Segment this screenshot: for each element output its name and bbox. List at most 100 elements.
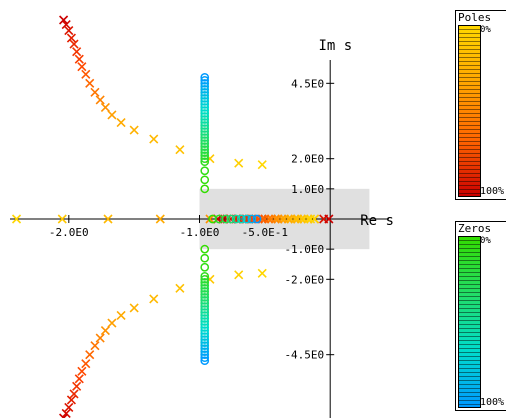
pole-marker <box>90 87 100 97</box>
zero-marker <box>200 100 210 109</box>
pole-marker <box>260 214 270 224</box>
pole-marker <box>85 350 95 360</box>
pole-marker <box>129 303 139 313</box>
pole-marker <box>95 95 105 105</box>
poles-colorbar-bottom-label: 100% <box>480 186 505 197</box>
pole-marker <box>72 381 82 391</box>
zero-marker <box>200 344 210 354</box>
zeros-colorbar: Zeros 0% 100% <box>455 221 506 411</box>
zero-marker <box>200 320 210 329</box>
zero-marker <box>200 290 210 299</box>
pole-marker <box>77 366 87 376</box>
pole-marker <box>64 25 74 36</box>
pole-marker <box>279 214 290 224</box>
pole-marker <box>286 214 296 224</box>
zero-marker <box>200 329 210 338</box>
poles-colorbar: Poles 0% 100% <box>455 10 506 200</box>
pole-marker <box>69 389 79 399</box>
pole-marker <box>72 47 82 57</box>
zero-marker <box>200 75 210 85</box>
pole-marker <box>11 214 22 224</box>
pole-marker <box>290 214 300 224</box>
zero-marker <box>200 271 210 281</box>
pole-marker <box>90 341 100 351</box>
pole-marker <box>270 214 280 224</box>
zero-marker <box>236 214 246 224</box>
pole-marker <box>266 214 276 224</box>
pole-marker <box>61 19 71 30</box>
zero-marker <box>200 332 210 341</box>
pole-marker <box>296 214 307 224</box>
zeros-colorbar-title: Zeros <box>458 222 492 235</box>
pole-marker <box>116 310 126 321</box>
poles-colorbar-gradient <box>458 25 481 197</box>
zero-marker <box>200 94 210 103</box>
zero-marker <box>200 280 210 290</box>
zero-marker <box>242 214 251 224</box>
pole-marker <box>66 395 76 405</box>
zero-marker <box>200 338 210 347</box>
pole-marker <box>324 214 334 224</box>
zero-marker <box>200 323 210 332</box>
x-tick-label: -1.0E0 <box>180 226 220 239</box>
zero-marker <box>200 97 210 106</box>
zero-marker <box>200 106 210 115</box>
pole-marker <box>277 214 287 224</box>
pole-marker <box>59 413 69 418</box>
y-tick-label: 2.0E0 <box>291 153 324 166</box>
pole-marker <box>129 125 139 135</box>
zero-marker <box>200 91 210 100</box>
pole-marker <box>100 325 110 336</box>
zeros-colorbar-bottom-label: 100% <box>480 397 505 408</box>
zero-marker <box>200 347 210 357</box>
zero-marker <box>200 305 210 314</box>
zero-marker <box>200 353 210 363</box>
pole-marker <box>234 158 244 168</box>
zero-marker <box>200 121 210 130</box>
pole-marker <box>149 134 159 144</box>
zero-marker <box>200 293 210 302</box>
y-tick-label: 4.5E0 <box>291 77 324 90</box>
zero-marker <box>200 311 210 320</box>
zero-marker <box>200 356 210 366</box>
zeros-colorbar-top-label: 0% <box>480 236 491 246</box>
pole-marker <box>309 214 320 224</box>
zero-marker <box>200 142 210 151</box>
pole-marker <box>57 214 67 224</box>
zero-marker <box>200 296 210 305</box>
zero-marker <box>200 139 210 148</box>
pole-marker <box>149 294 159 304</box>
x-axis-label: Re s <box>360 213 394 229</box>
zero-marker <box>200 326 210 335</box>
zero-marker <box>200 341 210 350</box>
pole-marker <box>81 359 91 369</box>
zero-marker <box>200 317 210 326</box>
zero-marker <box>200 145 210 155</box>
pole-marker <box>303 214 313 224</box>
pole-marker <box>175 145 185 155</box>
zero-marker <box>200 283 210 293</box>
zero-marker <box>200 81 210 91</box>
pole-marker <box>205 214 215 224</box>
pole-marker <box>155 214 165 224</box>
zero-marker <box>200 118 210 127</box>
pole-marker <box>264 214 274 224</box>
zero-marker <box>200 88 210 97</box>
zero-marker <box>200 302 210 311</box>
x-tick-label: -2.0E0 <box>49 226 89 239</box>
y-tick-label: -4.5E0 <box>284 349 324 362</box>
zero-marker <box>200 244 210 254</box>
zero-marker <box>200 157 210 167</box>
zero-marker <box>200 130 210 139</box>
poles-colorbar-top-label: 0% <box>480 25 491 35</box>
pole-marker <box>107 110 117 120</box>
pole-marker <box>66 33 76 43</box>
zero-marker <box>200 350 210 360</box>
zero-marker <box>200 274 210 284</box>
pole-marker <box>69 39 79 49</box>
zero-marker <box>200 154 210 164</box>
pole-marker <box>77 62 87 72</box>
pole-marker <box>74 54 84 64</box>
zero-marker <box>200 127 210 136</box>
